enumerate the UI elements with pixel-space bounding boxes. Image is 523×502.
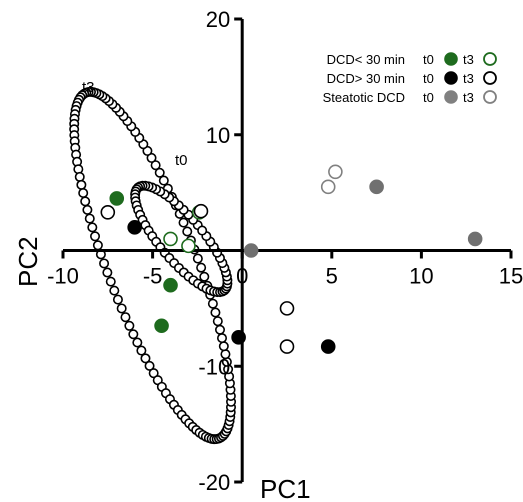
x-tick-label: 10 <box>409 264 433 289</box>
ellipse-t3-marker <box>128 329 139 340</box>
ellipse-label-t3: t3 <box>82 79 95 96</box>
legend-t3-label: t3 <box>463 90 474 105</box>
ellipse-t3-marker <box>150 160 161 171</box>
ellipse-label-t0: t0 <box>175 152 188 169</box>
y-tick-label: 10 <box>206 123 230 148</box>
series-0-point <box>109 191 125 206</box>
ellipse-t3-marker <box>192 253 203 264</box>
series-5-point <box>328 164 343 180</box>
series-2-point <box>231 330 246 345</box>
axes <box>63 19 511 482</box>
ellipse-t3-marker <box>199 271 210 282</box>
ellipse-t3-marker <box>105 276 116 287</box>
ellipse-t3-marker <box>102 267 113 278</box>
ellipse-t3-marker <box>182 226 193 237</box>
legend-t0-marker <box>444 71 458 85</box>
ellipse-t3-marker <box>120 312 131 323</box>
y-tick-label: 20 <box>206 7 230 32</box>
x-tick-label: 0 <box>236 264 248 289</box>
ellipse-t3-marker <box>109 285 120 296</box>
ellipse-t3-marker <box>218 341 229 352</box>
legend-t3-marker <box>483 52 497 66</box>
series-0-point <box>163 277 178 293</box>
ellipse-annotations: t3 t0 <box>82 79 188 169</box>
series-1-point <box>163 231 178 247</box>
ellipse-t3-marker <box>87 222 98 233</box>
series-4-point <box>467 231 483 247</box>
series-3-point <box>279 339 295 354</box>
series-4-point <box>369 179 384 195</box>
legend-t3-label: t3 <box>463 52 474 67</box>
ellipse-t3-marker <box>210 307 221 318</box>
legend-t0-marker <box>444 52 458 66</box>
series-1-point <box>181 238 196 254</box>
series-2-point <box>320 339 336 354</box>
ellipse-t3-marker <box>132 337 143 348</box>
legend-t0-label: t0 <box>423 90 434 105</box>
series-4-point <box>243 243 259 258</box>
ellipse-t3-marker <box>82 204 93 215</box>
series-2-point <box>127 220 142 235</box>
legend-series-label: DCD< 30 min <box>327 52 405 67</box>
ellipse-t3-marker <box>154 167 165 178</box>
x-tick-label: 15 <box>499 264 523 289</box>
ellipse-t3-marker <box>112 294 123 305</box>
tick-labels: -10 -5 0 5 10 15 -20 -10 10 20 <box>47 7 523 495</box>
ellipse-t0-marker <box>197 225 208 236</box>
ellipse-t3-marker <box>116 303 127 314</box>
legend-t0-label: t0 <box>423 52 434 67</box>
series-0-point <box>154 318 169 334</box>
legend-t3-marker <box>483 71 497 85</box>
ellipse-t3-marker <box>78 188 89 199</box>
x-tick-label: -10 <box>47 264 79 289</box>
ellipse-t3-marker <box>74 171 85 182</box>
legend-t0-label: t0 <box>423 71 434 86</box>
legend: DCD< 30 min t0 t3 DCD> 30 min t0 t3 Steatotic … <box>323 52 497 105</box>
ellipse-t3-marker <box>99 258 110 269</box>
legend-t3-label: t3 <box>463 71 474 86</box>
ellipse-t3-marker <box>212 316 223 327</box>
ellipse-t3-marker <box>124 320 135 331</box>
legend-t3-marker <box>483 90 497 104</box>
legend-t0-marker <box>444 90 458 104</box>
legend-series-label: DCD> 30 min <box>327 71 405 86</box>
ellipse-t3-marker <box>144 360 155 371</box>
ellipse-t3-marker <box>207 298 218 309</box>
y-axis-title: PC2 <box>13 236 43 287</box>
ellipse-layer <box>69 86 237 445</box>
x-tick-label: -5 <box>143 264 163 289</box>
ellipse-t3-marker <box>92 240 103 251</box>
ellipse-t3-marker <box>217 333 228 344</box>
ellipse-t3-marker <box>140 353 151 364</box>
ellipse-t3-marker <box>158 175 169 186</box>
ellipse-t3-marker <box>76 179 87 190</box>
ellipse-t3-marker <box>80 196 91 207</box>
legend-series-label: Steatotic DCD <box>323 90 405 105</box>
series-5-point <box>320 179 336 195</box>
series-3-point <box>193 203 209 219</box>
y-tick-label: -10 <box>198 354 230 379</box>
ellipse-t3-marker <box>214 324 225 335</box>
ellipse-t3-marker <box>84 213 95 224</box>
ellipse-t3-marker <box>136 345 147 356</box>
x-tick-label: 5 <box>326 264 338 289</box>
x-axis-title: PC1 <box>260 474 311 502</box>
ellipse-t3-marker <box>178 217 189 228</box>
data-points <box>100 164 483 354</box>
series-3-point <box>100 205 116 220</box>
ellipse-t3-marker <box>90 231 101 242</box>
y-tick-label: -20 <box>198 470 230 495</box>
series-3-point <box>279 301 295 316</box>
ellipse-t3-marker <box>196 262 207 273</box>
